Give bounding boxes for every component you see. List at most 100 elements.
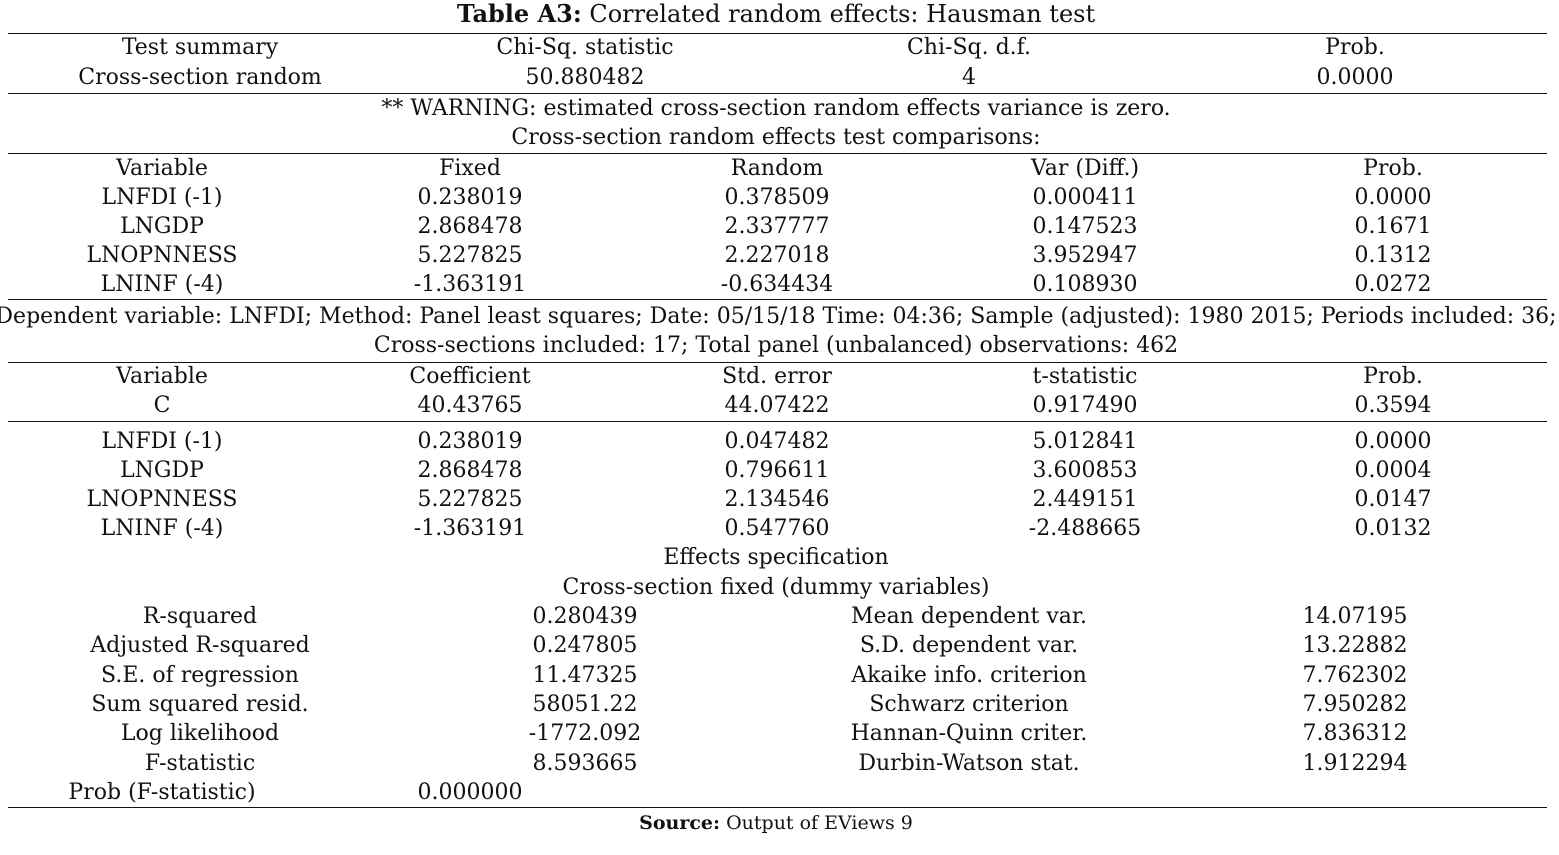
summary-header-prob: Prob. <box>1325 35 1385 60</box>
comparisons-cell-col3: 2.337777 <box>724 214 830 239</box>
regression-cell-col3: 2.134546 <box>724 487 830 512</box>
comparisons-cell-col2: -1.363191 <box>413 272 527 297</box>
summary-cell-df: 4 <box>962 65 976 90</box>
stat-label-left: Adjusted R-squared <box>90 633 310 659</box>
stat-value-left: 11.47325 <box>532 662 638 688</box>
summary-cell-chisq: 50.880482 <box>525 65 645 90</box>
summary-header-chisq: Chi-Sq. statistic <box>496 35 674 60</box>
regression-cell-col4: 3.600853 <box>1032 458 1138 483</box>
stat-value-left: 8.593665 <box>532 750 638 776</box>
regression-cell-prob: 0.0004 <box>1354 458 1432 483</box>
regression-header-col2: Coefficient <box>409 364 531 389</box>
warning-text: ** WARNING: estimated cross-section rand… <box>381 96 1171 121</box>
dependent-info-line2: Cross-sections included: 17; Total panel… <box>373 333 1179 358</box>
stat-label-left: S.E. of regression <box>101 662 299 688</box>
stat-label-left: Sum squared resid. <box>91 691 309 717</box>
regression-cell-variable: LNGDP <box>120 458 204 483</box>
regression-const-cell-prob: 0.3594 <box>1354 393 1432 418</box>
stat-label-right: S.D. dependent var. <box>859 633 1079 659</box>
stat-value-left: -1772.092 <box>528 721 642 747</box>
regression-header-col3: Std. error <box>722 364 832 389</box>
comparisons-cell-variable: LNGDP <box>120 214 204 239</box>
table-title-text: Correlated random effects: Hausman test <box>589 0 1096 28</box>
stat-value-right: 7.762302 <box>1302 662 1408 688</box>
comparisons-cell-col4: 3.952947 <box>1032 243 1138 268</box>
comparisons-cell-prob: 0.1312 <box>1354 243 1432 268</box>
stat-value-right: 7.950282 <box>1302 691 1408 717</box>
regression-cell-col2: 0.238019 <box>417 429 523 454</box>
stat-value-right: 7.836312 <box>1302 721 1408 747</box>
stat-label-right: Schwarz criterion <box>869 691 1069 717</box>
stat-label-right: Mean dependent var. <box>851 604 1087 629</box>
regression-cell-prob: 0.0132 <box>1354 516 1432 541</box>
stat-value-left: 0.280439 <box>532 604 638 629</box>
stat-label-right: Akaike info. criterion <box>851 662 1087 688</box>
regression-cell-col3: 0.796611 <box>724 458 830 483</box>
rule-after-constant <box>8 421 1547 422</box>
stat-value-right: 14.07195 <box>1302 604 1408 629</box>
rule-top <box>8 33 1547 34</box>
comparisons-cell-col3: 0.378509 <box>724 185 830 210</box>
comparisons-cell-col4: 0.108930 <box>1032 272 1138 297</box>
comparisons-cell-prob: 0.0272 <box>1354 272 1432 297</box>
rule-after-comparisons <box>8 299 1547 300</box>
comparisons-cell-variable: LNFDI (-1) <box>101 185 223 210</box>
regression-const-cell-col2: 40.43765 <box>417 393 523 418</box>
comparisons-header-col3: Random <box>730 156 824 181</box>
summary-cell-test: Cross-section random <box>78 65 322 90</box>
comparisons-header-variable: Variable <box>116 156 208 181</box>
stat-value-right: 13.22882 <box>1302 633 1408 659</box>
prob-f-label: Prob (F-statistic) <box>68 780 256 805</box>
summary-cell-prob: 0.0000 <box>1316 65 1394 90</box>
regression-cell-prob: 0.0000 <box>1354 429 1432 454</box>
comparisons-cell-col2: 0.238019 <box>417 185 523 210</box>
regression-const-cell-variable: C <box>153 393 171 418</box>
regression-cell-variable: LNINF (-4) <box>100 516 224 541</box>
comparisons-cell-col4: 0.000411 <box>1032 185 1138 210</box>
rule-bottom <box>8 807 1547 808</box>
source-note: Source: Output of EViews 9 <box>639 809 913 837</box>
regression-cell-col2: -1.363191 <box>413 516 527 541</box>
table-title-label: Table A3: <box>456 0 582 28</box>
stat-label-right: Durbin-Watson stat. <box>858 750 1080 776</box>
dependent-info-line1: Dependent variable: LNFDI; Method: Panel… <box>0 304 1557 329</box>
stat-value-left: 58051.22 <box>532 691 638 717</box>
stat-label-right: Hannan-Quinn criter. <box>850 721 1088 747</box>
stat-label-left: F-statistic <box>144 750 256 776</box>
regression-cell-variable: LNOPNNESS <box>86 487 238 512</box>
comparisons-title: Cross-section random effects test compar… <box>511 125 1041 150</box>
comparisons-header-col2: Fixed <box>439 156 501 181</box>
comparisons-cell-prob: 0.1671 <box>1354 214 1432 239</box>
regression-cell-prob: 0.0147 <box>1354 487 1432 512</box>
regression-cell-col4: 5.012841 <box>1032 429 1138 454</box>
regression-cell-col4: 2.449151 <box>1032 487 1138 512</box>
regression-header-variable: Variable <box>116 364 208 389</box>
table-title: Table A3: Correlated random effects: Hau… <box>457 0 1095 28</box>
regression-cell-col4: -2.488665 <box>1028 516 1142 541</box>
comparisons-cell-col2: 5.227825 <box>417 243 523 268</box>
source-text: Output of EViews 9 <box>726 812 913 834</box>
effects-spec-subheading: Cross-section fixed (dummy variables) <box>562 575 990 600</box>
rule-after-summary <box>8 93 1547 94</box>
regression-header-prob: Prob. <box>1363 364 1423 389</box>
regression-const-cell-col3: 44.07422 <box>724 393 830 418</box>
regression-cell-col2: 5.227825 <box>417 487 523 512</box>
regression-cell-variable: LNFDI (-1) <box>101 429 223 454</box>
comparisons-cell-col2: 2.868478 <box>417 214 523 239</box>
effects-spec-heading: Effects specification <box>663 545 889 570</box>
source-label: Source: <box>639 812 721 834</box>
summary-header-df: Chi-Sq. d.f. <box>906 35 1032 60</box>
stat-label-left: Log likelihood <box>120 721 280 747</box>
comparisons-cell-col3: -0.634434 <box>720 272 834 297</box>
comparisons-cell-col3: 2.227018 <box>724 243 830 268</box>
regression-const-cell-col4: 0.917490 <box>1032 393 1138 418</box>
comparisons-header-col4: Var (Diff.) <box>1030 156 1140 181</box>
comparisons-cell-col4: 0.147523 <box>1032 214 1138 239</box>
rule-before-regression <box>8 362 1547 363</box>
comparisons-header-prob: Prob. <box>1363 156 1423 181</box>
comparisons-cell-variable: LNINF (-4) <box>100 272 224 297</box>
rule-before-comparisons <box>8 153 1547 154</box>
prob-f-value: 0.000000 <box>417 780 523 805</box>
regression-cell-col3: 0.047482 <box>724 429 830 454</box>
stat-value-right: 1.912294 <box>1302 750 1408 776</box>
